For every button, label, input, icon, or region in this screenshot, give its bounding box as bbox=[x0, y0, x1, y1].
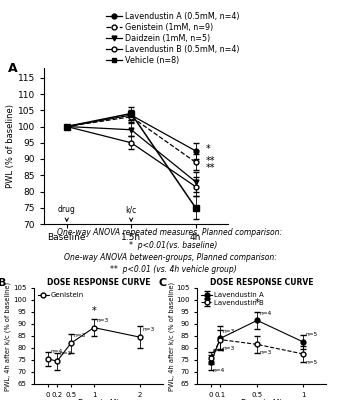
Y-axis label: PWL, 4h after k/c (% of baseline): PWL, 4h after k/c (% of baseline) bbox=[5, 282, 12, 390]
Text: n=4: n=4 bbox=[213, 348, 225, 353]
Text: *: * bbox=[91, 306, 96, 316]
Text: n=4: n=4 bbox=[213, 368, 225, 374]
Text: **: ** bbox=[205, 156, 215, 166]
Text: n=4: n=4 bbox=[259, 310, 271, 316]
Title: DOSE RESPONSE CURVE: DOSE RESPONSE CURVE bbox=[210, 278, 313, 287]
Text: k/c: k/c bbox=[125, 205, 137, 221]
Text: *: * bbox=[255, 298, 259, 308]
Text: One-way ANOVA repeated measures, Planned comparison:
   *  p<0.01(vs. baseline)
: One-way ANOVA repeated measures, Planned… bbox=[57, 228, 283, 274]
Title: DOSE RESPONSE CURVE: DOSE RESPONSE CURVE bbox=[47, 278, 150, 287]
Text: C: C bbox=[158, 278, 167, 288]
Text: **: ** bbox=[205, 163, 215, 173]
Text: n=3: n=3 bbox=[142, 327, 155, 332]
Text: B: B bbox=[0, 278, 6, 288]
Text: drug: drug bbox=[58, 205, 76, 221]
Text: n=5: n=5 bbox=[305, 332, 318, 337]
Text: n=5: n=5 bbox=[305, 360, 318, 365]
Text: n=3: n=3 bbox=[96, 318, 108, 323]
X-axis label: Dose (mM): Dose (mM) bbox=[78, 399, 119, 400]
X-axis label: Dose (mM): Dose (mM) bbox=[241, 399, 283, 400]
Text: n=3: n=3 bbox=[222, 346, 234, 350]
Text: n=3: n=3 bbox=[259, 350, 271, 355]
Legend: Lavendustin A (0.5mM, n=4), Genistein (1mM, n=9), Daidzein (1mM, n=5), Lavendust: Lavendustin A (0.5mM, n=4), Genistein (1… bbox=[106, 12, 240, 65]
Text: A: A bbox=[7, 62, 17, 75]
Y-axis label: PWL, 4h after k/c (% of baseline): PWL, 4h after k/c (% of baseline) bbox=[168, 282, 175, 390]
Text: n=3: n=3 bbox=[73, 333, 85, 338]
Y-axis label: PWL (% of baseline): PWL (% of baseline) bbox=[6, 104, 15, 188]
Text: *: * bbox=[205, 144, 210, 154]
Text: n=3: n=3 bbox=[59, 351, 72, 356]
Text: n=3: n=3 bbox=[222, 328, 234, 334]
Legend: Genistein: Genistein bbox=[37, 292, 85, 299]
Legend: Lavendustin A, Lavendustin B: Lavendustin A, Lavendustin B bbox=[201, 292, 264, 306]
Text: n=4: n=4 bbox=[50, 349, 63, 354]
